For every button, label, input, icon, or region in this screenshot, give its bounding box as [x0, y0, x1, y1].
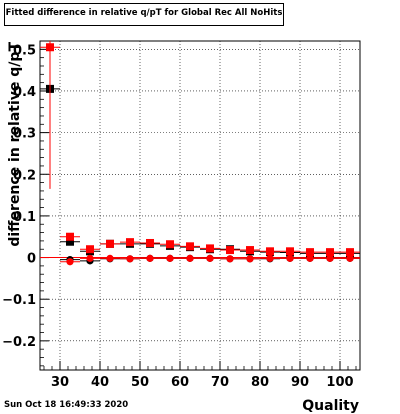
- plot-frame: [39, 40, 361, 371]
- data-point-square: [226, 246, 234, 255]
- chart-title: Fitted difference in relative q/pT for G…: [5, 8, 283, 18]
- y-tick-label: 0: [27, 252, 36, 267]
- data-point-circle: [226, 255, 234, 263]
- grid: [40, 41, 360, 370]
- data-point-circle: [166, 254, 174, 262]
- data-point-circle: [126, 255, 134, 263]
- x-tick-label: 100: [326, 375, 353, 390]
- timestamp: Sun Oct 18 16:49:33 2020: [4, 400, 129, 410]
- data-point-square: [246, 246, 254, 255]
- data-point-square: [286, 247, 294, 256]
- data-point-square: [346, 248, 354, 257]
- data-point-square: [306, 248, 314, 257]
- data-point-circle: [286, 254, 294, 262]
- y-axis-label: difference in relative q/pT: [7, 42, 23, 247]
- y-tick-label: 0.3: [13, 127, 36, 142]
- data-point-circle: [206, 254, 214, 262]
- data-point-circle: [266, 254, 274, 262]
- x-tick-label: 60: [171, 375, 189, 390]
- y-tick-label: 0.5: [13, 43, 36, 58]
- x-tick-label: 80: [251, 375, 269, 390]
- data-point-circle: [306, 254, 314, 262]
- y-tick-label: −0.2: [2, 335, 36, 350]
- data-point-square: [166, 240, 174, 249]
- y-tick-label: 0.2: [13, 168, 36, 183]
- data-point-square: [266, 247, 274, 256]
- data-point-square: [186, 242, 194, 251]
- data-point-square: [326, 248, 334, 257]
- data-point-circle: [146, 254, 154, 262]
- data-marks: [40, 41, 360, 266]
- data-point-circle: [326, 254, 334, 262]
- data-point-circle: [246, 255, 254, 263]
- y-tick-label: 0.4: [13, 85, 36, 100]
- y-tick-label: −0.1: [2, 293, 36, 308]
- data-point-circle: [86, 254, 94, 262]
- x-tick-label: 30: [51, 375, 69, 390]
- data-point-square: [206, 244, 214, 253]
- x-tick-label: 70: [211, 375, 229, 390]
- data-point-square: [146, 238, 154, 247]
- data-point-circle: [186, 254, 194, 262]
- data-point-circle: [106, 254, 114, 262]
- data-point-square: [66, 232, 74, 241]
- chart-title-box: Fitted difference in relative q/pT for G…: [4, 3, 284, 26]
- data-point-circle: [346, 254, 354, 262]
- x-tick-label: 90: [291, 375, 309, 390]
- x-tick-label: 40: [91, 375, 109, 390]
- data-point-square: [46, 43, 54, 52]
- data-point-square: [126, 238, 134, 247]
- data-point-square: [86, 245, 94, 254]
- data-point-square: [106, 239, 114, 248]
- axes: 30 40 50 60 70 80 90 100 −0.2 −0.1 0 0.1 0.2 0.3 0.4 0.…: [2, 40, 360, 390]
- data-point-square: [66, 237, 74, 246]
- x-tick-label: 50: [131, 375, 149, 390]
- x-axis-label: Quality: [302, 398, 359, 414]
- y-tick-label: 0.1: [13, 210, 36, 225]
- data-point-circle: [66, 258, 74, 266]
